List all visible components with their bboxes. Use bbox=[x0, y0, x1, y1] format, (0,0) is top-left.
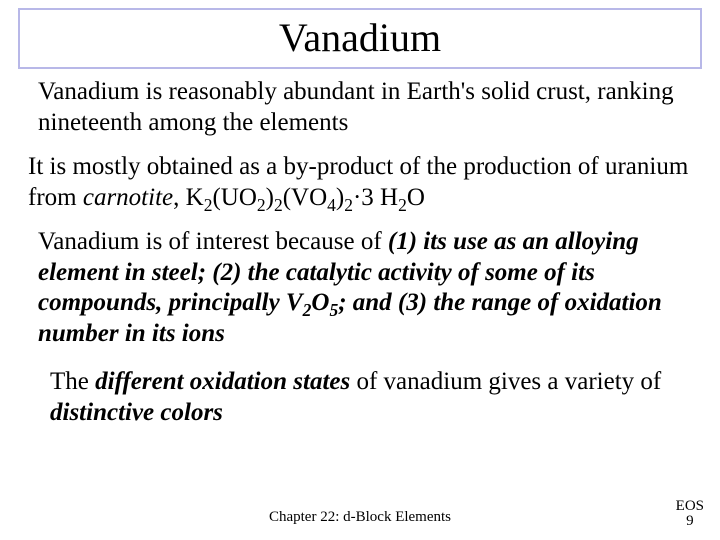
title-box: Vanadium bbox=[18, 8, 702, 69]
emphasis: distinctive colors bbox=[50, 399, 223, 426]
paragraph-source: It is mostly obtained as a by-product of… bbox=[28, 152, 696, 213]
sub: 2 bbox=[257, 195, 266, 215]
t: ·3 H bbox=[353, 184, 398, 211]
footer-chapter: Chapter 22: d-Block Elements bbox=[0, 509, 720, 526]
paragraph-interest: Vanadium is of interest because of (1) i… bbox=[38, 227, 684, 349]
paragraph-colors: The different oxidation states of vanadi… bbox=[50, 367, 682, 428]
sub: 2 bbox=[344, 195, 353, 215]
text: of vanadium gives a variety of bbox=[350, 368, 661, 395]
t: O bbox=[407, 184, 425, 211]
emphasis: different oxidation states bbox=[95, 368, 350, 395]
footer-number: 9 bbox=[676, 514, 704, 530]
t: ) bbox=[266, 184, 274, 211]
footer-page: EOS 9 bbox=[676, 499, 704, 531]
sub: 2 bbox=[274, 195, 283, 215]
t: (UO bbox=[212, 184, 256, 211]
sub: 2 bbox=[398, 195, 407, 215]
mineral-name: carnotite bbox=[83, 184, 173, 211]
t: O bbox=[311, 289, 329, 316]
paragraph-abundance: Vanadium is reasonably abundant in Earth… bbox=[38, 77, 682, 138]
text: Vanadium is of interest because of bbox=[38, 228, 388, 255]
t: , K bbox=[173, 184, 204, 211]
t: ) bbox=[336, 184, 344, 211]
t: (VO bbox=[283, 184, 327, 211]
formula: , K2(UO2)2(VO4)2·3 H2O bbox=[173, 184, 425, 211]
sub: 5 bbox=[329, 300, 338, 320]
slide: Vanadium Vanadium is reasonably abundant… bbox=[0, 0, 720, 540]
text: The bbox=[50, 368, 95, 395]
slide-title: Vanadium bbox=[20, 14, 700, 61]
sub: 4 bbox=[327, 195, 336, 215]
footer-eos: EOS bbox=[676, 499, 704, 515]
